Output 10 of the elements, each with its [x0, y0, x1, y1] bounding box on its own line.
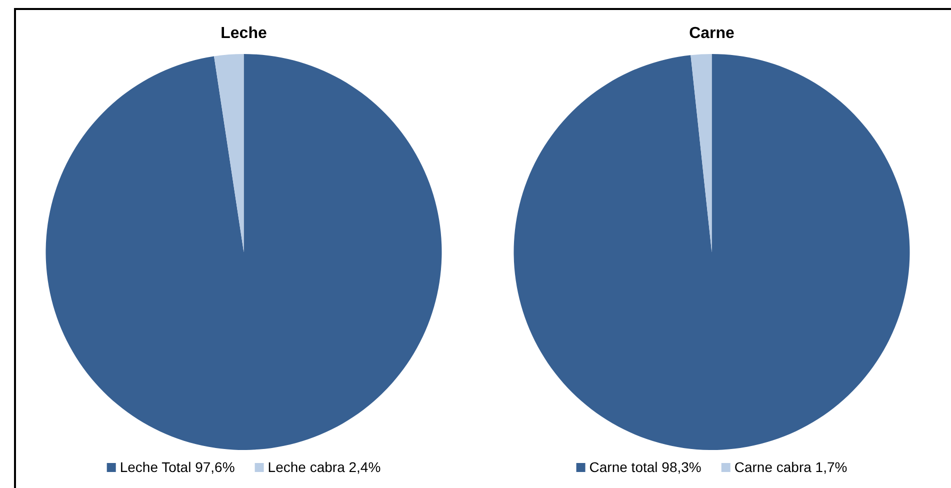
pie-slice [690, 54, 712, 252]
pie-slice [214, 54, 244, 252]
legend-label: Carne cabra 1,7% [734, 459, 847, 475]
legend-label: Leche Total 97,6% [120, 459, 235, 475]
legend-label: Carne total 98,3% [588, 459, 701, 475]
chart-title: Carne [688, 25, 734, 42]
pie-slice [46, 54, 442, 450]
pie-slice [513, 54, 910, 450]
chart-title: Leche [220, 25, 267, 42]
legend-label: Leche cabra 2,4% [268, 459, 381, 475]
